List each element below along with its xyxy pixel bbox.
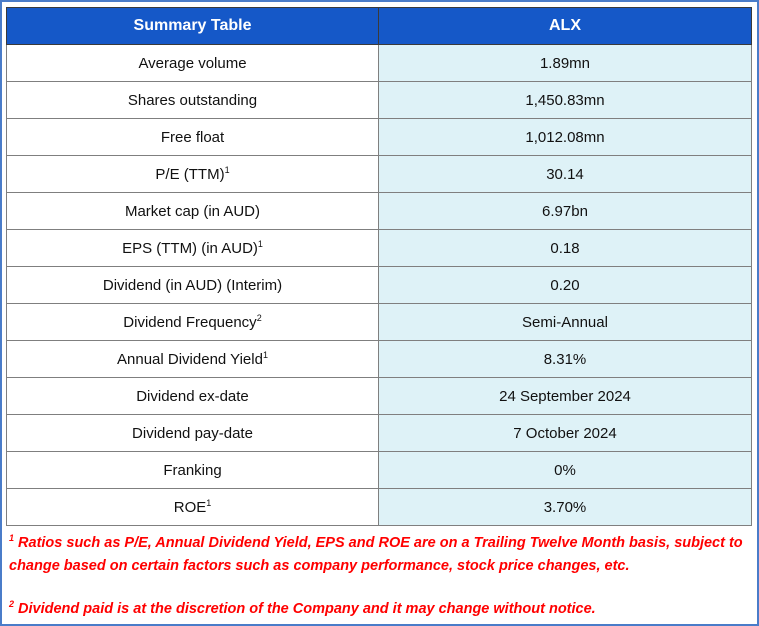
row-value: 0% bbox=[378, 451, 752, 489]
row-value: Semi-Annual bbox=[378, 303, 752, 341]
table-row: Dividend (in AUD) (Interim) 0.20 bbox=[6, 266, 752, 304]
header-row: Summary Table ALX bbox=[6, 7, 752, 45]
row-label: Dividend pay-date bbox=[6, 414, 379, 452]
label-text: Franking bbox=[163, 461, 222, 479]
footnotes: 1 Ratios such as P/E, Annual Dividend Yi… bbox=[9, 532, 749, 621]
table-row: Market cap (in AUD) 6.97bn bbox=[6, 192, 752, 230]
row-label: Annual Dividend Yield1 bbox=[6, 340, 379, 378]
row-value: 6.97bn bbox=[378, 192, 752, 230]
label-text: Dividend (in AUD) (Interim) bbox=[102, 276, 283, 294]
label-text: Market cap (in AUD) bbox=[124, 202, 261, 220]
summary-table: Summary Table ALX Average volume 1.89mn Sh… bbox=[6, 7, 752, 526]
table-row: Annual Dividend Yield1 8.31% bbox=[6, 340, 752, 378]
label-text: ROE bbox=[173, 498, 207, 516]
table-row: Shares outstanding 1,450.83mn bbox=[6, 81, 752, 119]
row-value: 7 October 2024 bbox=[378, 414, 752, 452]
table-row: Dividend ex-date 24 September 2024 bbox=[6, 377, 752, 415]
row-label: Dividend (in AUD) (Interim) bbox=[6, 266, 379, 304]
row-value: 0.18 bbox=[378, 229, 752, 267]
footnote-mark: 1 bbox=[9, 533, 15, 543]
label-text: Dividend pay-date bbox=[132, 424, 253, 442]
row-value: 1.89mn bbox=[378, 44, 752, 82]
footnote-2: 2 Dividend paid is at the discretion of … bbox=[9, 598, 749, 621]
row-label: Dividend ex-date bbox=[6, 377, 379, 415]
row-value: 24 September 2024 bbox=[378, 377, 752, 415]
footnote-ref: 1 bbox=[262, 349, 268, 360]
row-label: Market cap (in AUD) bbox=[6, 192, 379, 230]
table-row: P/E (TTM)1 30.14 bbox=[6, 155, 752, 193]
row-value: 30.14 bbox=[378, 155, 752, 193]
row-value: 1,012.08mn bbox=[378, 118, 752, 156]
row-value: 1,450.83mn bbox=[378, 81, 752, 119]
label-text: Shares outstanding bbox=[127, 91, 258, 109]
footnote-text: Dividend paid is at the discretion of th… bbox=[14, 601, 596, 617]
footnote-ref: 1 bbox=[257, 238, 263, 249]
footnote-1: 1 Ratios such as P/E, Annual Dividend Yi… bbox=[9, 532, 749, 578]
label-text: Average volume bbox=[138, 54, 247, 72]
label-text: Annual Dividend Yield bbox=[117, 350, 263, 368]
row-value: 8.31% bbox=[378, 340, 752, 378]
row-label: Franking bbox=[6, 451, 379, 489]
row-value: 3.70% bbox=[378, 488, 752, 526]
label-text: Dividend Frequency bbox=[123, 313, 257, 331]
row-label: Free float bbox=[6, 118, 379, 156]
label-text: P/E (TTM) bbox=[155, 165, 225, 183]
header-ticker: ALX bbox=[378, 7, 752, 45]
table-row: Average volume 1.89mn bbox=[6, 44, 752, 82]
table-row: EPS (TTM) (in AUD)1 0.18 bbox=[6, 229, 752, 267]
row-label: P/E (TTM)1 bbox=[6, 155, 379, 193]
row-label: Shares outstanding bbox=[6, 81, 379, 119]
footnote-ref: 1 bbox=[206, 497, 212, 508]
footnote-ref: 2 bbox=[256, 312, 262, 323]
row-value: 0.20 bbox=[378, 266, 752, 304]
label-text: Dividend ex-date bbox=[136, 387, 249, 405]
label-text: EPS (TTM) (in AUD) bbox=[122, 239, 258, 257]
row-label: Average volume bbox=[6, 44, 379, 82]
row-label: ROE1 bbox=[6, 488, 379, 526]
label-text: Free float bbox=[160, 128, 225, 146]
table-row: Dividend Frequency2 Semi-Annual bbox=[6, 303, 752, 341]
footnote-ref: 1 bbox=[224, 164, 230, 175]
table-row: Franking 0% bbox=[6, 451, 752, 489]
footnote-mark: 2 bbox=[9, 599, 15, 609]
row-label: Dividend Frequency2 bbox=[6, 303, 379, 341]
footnote-text: Ratios such as P/E, Annual Dividend Yiel… bbox=[9, 535, 743, 574]
table-row: Free float 1,012.08mn bbox=[6, 118, 752, 156]
table-row: ROE1 3.70% bbox=[6, 488, 752, 526]
table-row: Dividend pay-date 7 October 2024 bbox=[6, 414, 752, 452]
header-summary-table: Summary Table bbox=[6, 7, 379, 45]
row-label: EPS (TTM) (in AUD)1 bbox=[6, 229, 379, 267]
